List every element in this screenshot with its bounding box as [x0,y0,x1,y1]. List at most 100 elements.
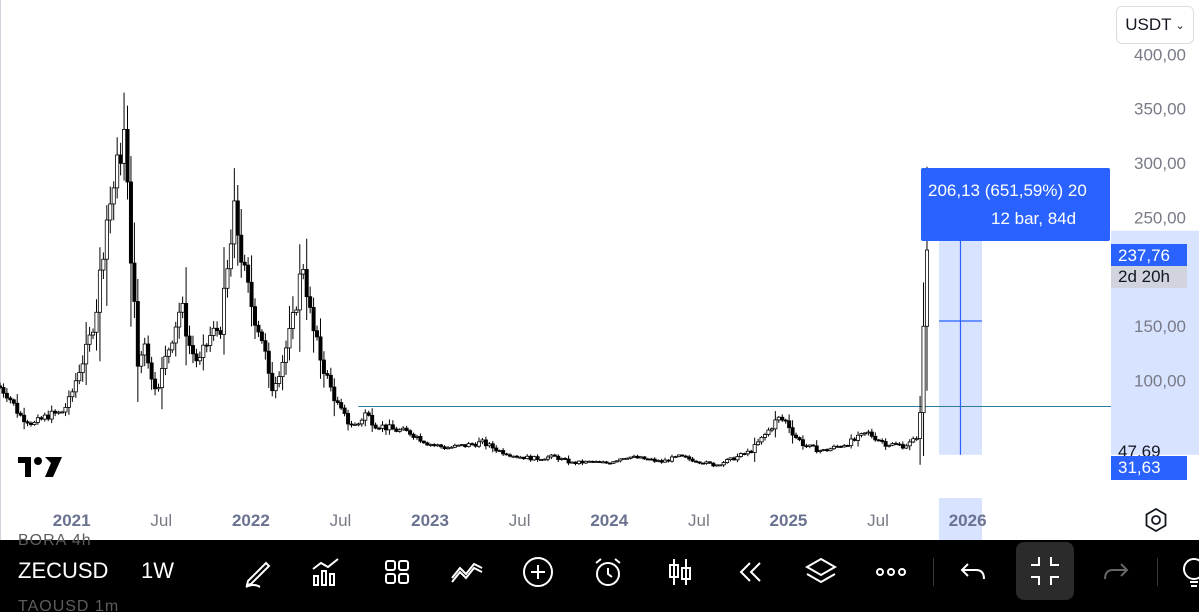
candle-body [401,427,406,431]
candle-body [249,281,254,308]
x-tick-label: 2025 [770,511,808,530]
candle-body [497,450,502,452]
candle-body [180,303,185,313]
x-tick-label: Jul [509,511,531,530]
candle-body [390,424,395,430]
candle-body [228,243,233,270]
more-icon[interactable] [873,554,909,590]
candle-body [869,431,874,437]
candle-body [439,444,444,448]
candle-body [828,448,833,452]
candle-body [118,154,123,164]
candle-body [652,458,657,462]
candle-body [452,444,457,448]
candle-body [921,325,926,413]
templates-icon[interactable] [379,554,415,590]
candle-body [780,416,785,421]
candle-body [146,343,151,364]
candle-body [604,461,609,464]
interval-button[interactable]: 1W [141,558,174,583]
add-icon[interactable] [520,554,556,590]
currency-label: USDT [1125,15,1172,34]
candle-body [239,234,244,263]
candle-body [301,269,306,275]
candle-body [669,456,674,462]
candle-body [707,461,712,464]
candle-body [573,461,578,465]
candle-body [122,128,127,164]
candle-body [638,456,643,459]
candle-body [32,421,37,425]
candle-body [363,412,368,421]
chart-area[interactable]: 400,00350,00300,00250,00200,00150,00100,… [0,0,1199,540]
currency-button[interactable]: USDT ⌄ [1116,6,1194,44]
candle-body [594,461,599,463]
candle-body [253,306,258,326]
candle-body [476,441,481,447]
candle-body [49,410,54,420]
candle-body [63,406,68,413]
alert-icon[interactable] [590,554,626,590]
candle-body [211,327,216,336]
candle-body [246,264,251,283]
candle-body [680,454,685,457]
candle-body [852,438,857,441]
undo-icon[interactable] [956,554,992,590]
candle-body [335,400,340,403]
candle-body [377,427,382,430]
candle-body [242,261,247,266]
candle-body [318,336,323,361]
candle-body [284,347,289,363]
candle-body [287,328,292,349]
candle-body [831,445,836,450]
candle-body [714,464,719,467]
tradingview-logo [18,457,62,477]
candle-body [776,416,781,421]
candle-body [787,420,792,429]
indicators-icon[interactable] [308,554,344,590]
x-tick-label: 2024 [590,511,628,530]
chart-type-icon[interactable] [662,554,698,590]
candle-body [18,412,23,416]
candle-body [166,349,171,357]
candle-body [256,324,261,333]
candle-body [135,301,140,367]
candle-body [876,439,881,442]
candle-body [759,437,764,443]
symbol-button[interactable]: ZECUSD [18,558,109,583]
candle-body [552,454,557,457]
candle-body [814,445,819,453]
replay-icon[interactable] [732,554,768,590]
compare-icon[interactable] [449,554,485,590]
candle-body [449,446,454,449]
candle-body [580,460,585,464]
layers-icon[interactable] [803,554,839,590]
candle-body [559,458,564,460]
candle-body [866,431,871,434]
candle-body [621,457,626,460]
watchlist-ghost-top: BORA 4h [18,532,92,549]
candle-body [818,450,823,453]
redo-icon[interactable] [1097,554,1133,590]
idea-icon[interactable] [1176,554,1199,590]
candle-body [897,443,902,446]
candle-body [315,330,320,338]
draw-icon[interactable] [240,554,276,590]
price-chart[interactable]: 400,00350,00300,00250,00200,00150,00100,… [0,0,1199,540]
measure-change: 206,13 (651,59%) 20 [928,181,1087,200]
candle-body [325,373,330,376]
candle-body [742,453,747,456]
candle-body [218,330,223,335]
exit-fullscreen-button[interactable] [1016,542,1074,600]
candle-body [373,424,378,429]
candle-body [697,461,702,464]
candle-body [159,368,164,388]
candle-body [115,154,120,189]
candle-body [94,311,99,333]
candle-body [39,417,44,420]
settings-gear-icon[interactable] [1143,507,1169,533]
candle-body [221,287,226,335]
candle-body [728,457,733,460]
candle-body [659,460,664,463]
candle-body [22,414,27,423]
